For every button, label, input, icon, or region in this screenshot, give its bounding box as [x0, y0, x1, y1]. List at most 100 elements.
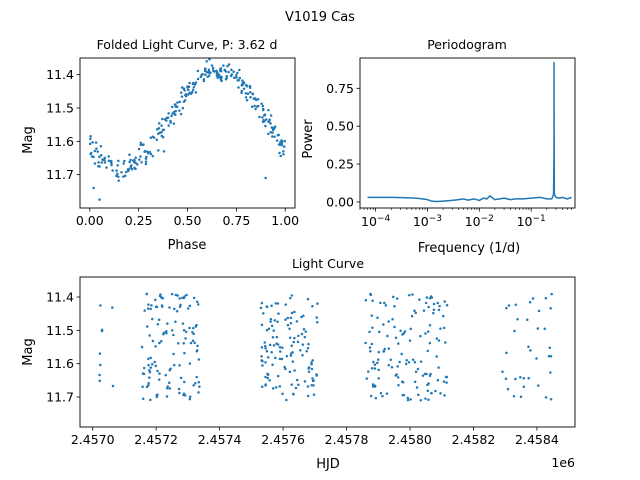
lightcurve-point: [312, 393, 316, 396]
lightcurve-point: [293, 336, 296, 340]
periodogram-xtick-label: 10−3: [413, 214, 442, 229]
lightcurve-point: [306, 346, 310, 350]
lightcurve-point: [289, 354, 293, 357]
lightcurve-point: [439, 327, 442, 330]
folded-point: [175, 105, 179, 109]
folded-point: [211, 66, 215, 70]
folded-point: [204, 73, 207, 77]
lightcurve-point: [142, 366, 146, 370]
lightcurve-point: [549, 354, 553, 358]
lightcurve-point: [143, 309, 146, 312]
folded-point: [253, 104, 256, 108]
folded-point: [99, 153, 103, 157]
lightcurve-point: [149, 307, 152, 311]
lightcurve-point: [289, 352, 293, 355]
lightcurve-point: [504, 377, 508, 381]
folded-point: [219, 67, 222, 71]
folded-point: [264, 124, 267, 128]
lightcurve-point: [505, 306, 508, 310]
lightcurve-ytick-label: 11.6: [46, 356, 74, 371]
folded-point: [248, 91, 252, 94]
lightcurve-point: [426, 389, 430, 392]
folded-point: [176, 101, 179, 104]
lightcurve-point: [150, 304, 153, 307]
folded-point: [173, 103, 177, 106]
lightcurve-point: [315, 316, 318, 319]
lightcurve-point: [442, 326, 446, 330]
folded-point: [269, 130, 272, 134]
periodogram-panel: Periodogram Frequency (1/d) Power 10−4 10…: [301, 37, 576, 256]
folded-point: [268, 118, 271, 121]
folded-point: [205, 60, 208, 63]
lightcurve-xtick-label: 2.4574: [198, 432, 242, 447]
folded-point: [279, 154, 282, 158]
lightcurve-point: [512, 395, 516, 398]
lightcurve-point: [529, 349, 532, 352]
lightcurve-point: [156, 369, 159, 373]
lightcurve-point: [396, 365, 399, 368]
folded-point: [240, 89, 244, 93]
periodogram-ytick-label: 0.50: [326, 119, 354, 134]
folded-point: [238, 76, 242, 80]
folded-point: [111, 169, 114, 172]
folded-point: [244, 96, 248, 99]
folded-point: [146, 150, 149, 153]
lightcurve-point: [426, 349, 430, 353]
folded-xtick-label: 1.00: [271, 213, 299, 228]
folded-point: [160, 124, 163, 127]
lightcurve-point: [384, 304, 388, 307]
lightcurve-point: [288, 370, 292, 374]
lightcurve-xtick-label: 2.4582: [452, 432, 496, 447]
lightcurve-point: [148, 369, 151, 372]
periodogram-xtick-label: 10−2: [465, 214, 494, 229]
folded-point: [261, 108, 265, 112]
folded-point: [143, 149, 147, 153]
folded-point: [107, 155, 110, 158]
folded-point: [282, 145, 286, 148]
folded-point: [110, 163, 113, 167]
lightcurve-point: [368, 330, 371, 334]
lightcurve-point: [147, 357, 150, 361]
folded-point: [226, 64, 229, 68]
folded-point: [222, 64, 225, 67]
lightcurve-point: [301, 353, 304, 357]
lightcurve-point: [259, 306, 263, 310]
lightcurve-point: [393, 325, 396, 329]
folded-point: [120, 170, 123, 174]
lightcurve-point: [544, 296, 548, 300]
lightcurve-point: [188, 326, 191, 330]
folded-point: [191, 88, 195, 92]
folded-point: [225, 74, 228, 78]
folded-xtick-label: 0.25: [125, 213, 153, 228]
folded-point: [220, 70, 223, 73]
folded-point: [193, 83, 197, 86]
lightcurve-point: [382, 323, 385, 326]
periodogram-ytick-label: 0.00: [326, 194, 354, 209]
lightcurve-ytick-label: 11.5: [46, 323, 74, 338]
lightcurve-point: [370, 342, 374, 346]
lightcurve-point: [154, 345, 157, 348]
lightcurve-point: [192, 326, 195, 330]
periodogram-axes-frame: [359, 57, 576, 209]
lightcurve-point: [399, 329, 402, 332]
lightcurve-point: [419, 334, 422, 338]
lightcurve-point: [284, 367, 287, 371]
lightcurve-point: [445, 304, 449, 307]
lightcurve-point: [285, 354, 289, 358]
periodogram-series-line: [367, 61, 572, 203]
folded-point: [179, 112, 183, 116]
lightcurve-point: [159, 293, 162, 296]
lightcurve-point: [141, 385, 144, 389]
lightcurve-point: [266, 373, 270, 376]
lightcurve-point: [188, 362, 192, 365]
folded-point: [233, 76, 236, 80]
lightcurve-point: [383, 347, 386, 351]
lightcurve-point: [262, 312, 265, 315]
folded-light-curve-panel: Folded Light Curve, P: 3.62 d Phase Mag …: [21, 37, 299, 253]
folded-point: [167, 124, 170, 127]
lightcurve-point: [307, 342, 310, 346]
lightcurve-point: [260, 385, 264, 389]
light-curve-panel: Light Curve HJD Mag 1e6 2.4570 2.4572 2.45…: [21, 256, 576, 472]
folded-point: [133, 166, 136, 170]
folded-point: [162, 150, 166, 153]
